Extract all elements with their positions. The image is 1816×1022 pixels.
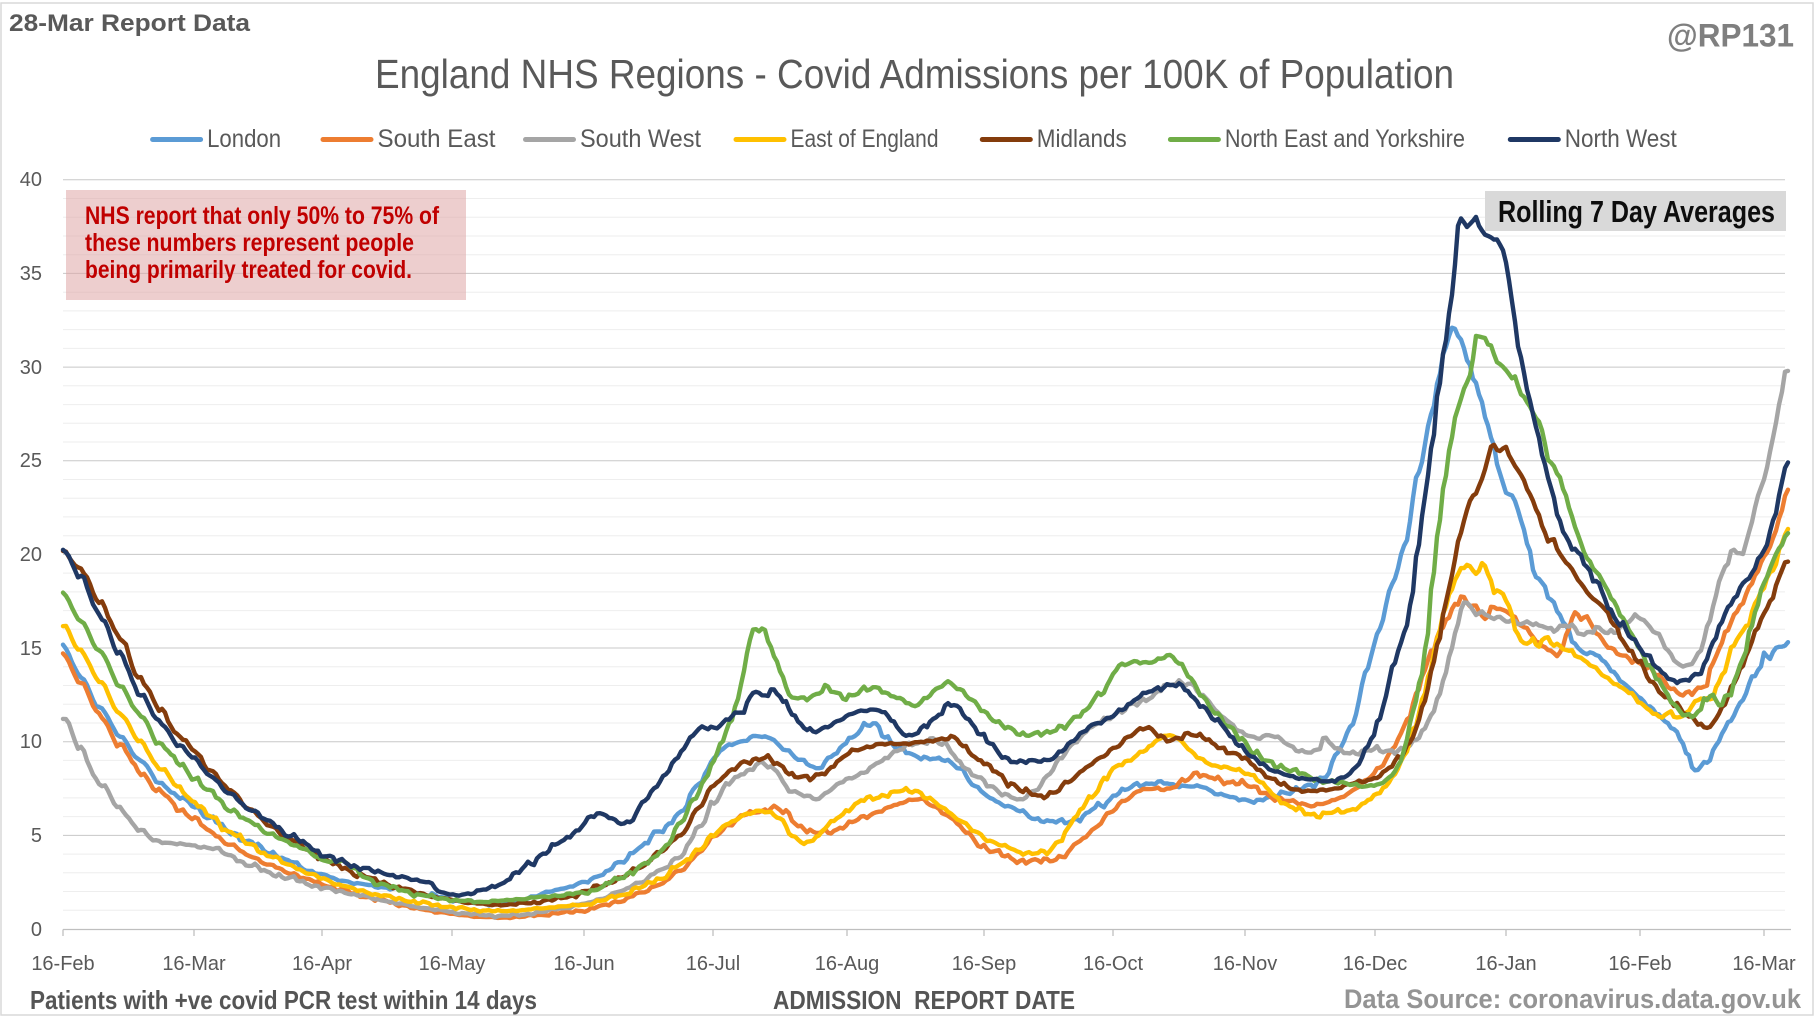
svg-text:16-Feb: 16-Feb: [1608, 953, 1671, 975]
svg-text:16-Jan: 16-Jan: [1475, 953, 1536, 975]
svg-text:South West: South West: [580, 125, 701, 153]
svg-text:London: London: [207, 125, 281, 153]
svg-text:30: 30: [20, 357, 42, 379]
svg-text:16-Jun: 16-Jun: [553, 953, 614, 975]
svg-text:North East and Yorkshire: North East and Yorkshire: [1225, 125, 1465, 153]
svg-text:Rolling 7 Day Averages: Rolling 7 Day Averages: [1498, 194, 1775, 229]
svg-text:20: 20: [20, 544, 42, 566]
svg-text:NHS report that only 50% to 75: NHS report that only 50% to 75% of: [85, 202, 440, 230]
svg-text:these numbers represent people: these numbers represent people: [85, 229, 414, 257]
svg-text:16-Sep: 16-Sep: [952, 953, 1017, 975]
svg-text:16-Aug: 16-Aug: [815, 953, 880, 975]
svg-text:Midlands: Midlands: [1037, 125, 1127, 153]
svg-text:35: 35: [20, 263, 42, 285]
svg-text:28-Mar Report Data: 28-Mar Report Data: [9, 10, 251, 37]
svg-text:East of England: East of England: [791, 125, 939, 153]
svg-text:16-Dec: 16-Dec: [1343, 953, 1407, 975]
svg-text:16-Mar: 16-Mar: [162, 953, 226, 975]
svg-text:5: 5: [31, 825, 42, 847]
svg-text:0: 0: [31, 919, 42, 941]
svg-text:North West: North West: [1565, 125, 1677, 153]
svg-text:40: 40: [20, 169, 42, 191]
svg-text:10: 10: [20, 731, 42, 753]
svg-text:Data Source: coronavirus.data.: Data Source: coronavirus.data.gov.uk: [1344, 984, 1802, 1014]
svg-text:16-Apr: 16-Apr: [292, 953, 352, 975]
svg-text:ADMISSION REPORT DATE: ADMISSION REPORT DATE: [773, 985, 1075, 1015]
svg-text:25: 25: [20, 450, 42, 472]
svg-text:16-Oct: 16-Oct: [1083, 953, 1143, 975]
svg-text:South East: South East: [378, 125, 496, 153]
svg-text:16-Nov: 16-Nov: [1213, 953, 1277, 975]
svg-text:England NHS Regions - Covid Ad: England NHS Regions - Covid Admissions p…: [375, 51, 1454, 97]
svg-text:Patients with +ve covid PCR te: Patients with +ve covid PCR test within …: [30, 985, 537, 1015]
svg-text:16-Jul: 16-Jul: [686, 953, 740, 975]
svg-text:@RP131: @RP131: [1667, 18, 1794, 54]
svg-text:15: 15: [20, 638, 42, 660]
svg-text:16-Feb: 16-Feb: [31, 953, 94, 975]
svg-text:16-May: 16-May: [419, 953, 486, 975]
svg-text:being primarily treated for co: being primarily treated for covid.: [85, 256, 412, 284]
svg-text:16-Mar: 16-Mar: [1732, 953, 1796, 975]
